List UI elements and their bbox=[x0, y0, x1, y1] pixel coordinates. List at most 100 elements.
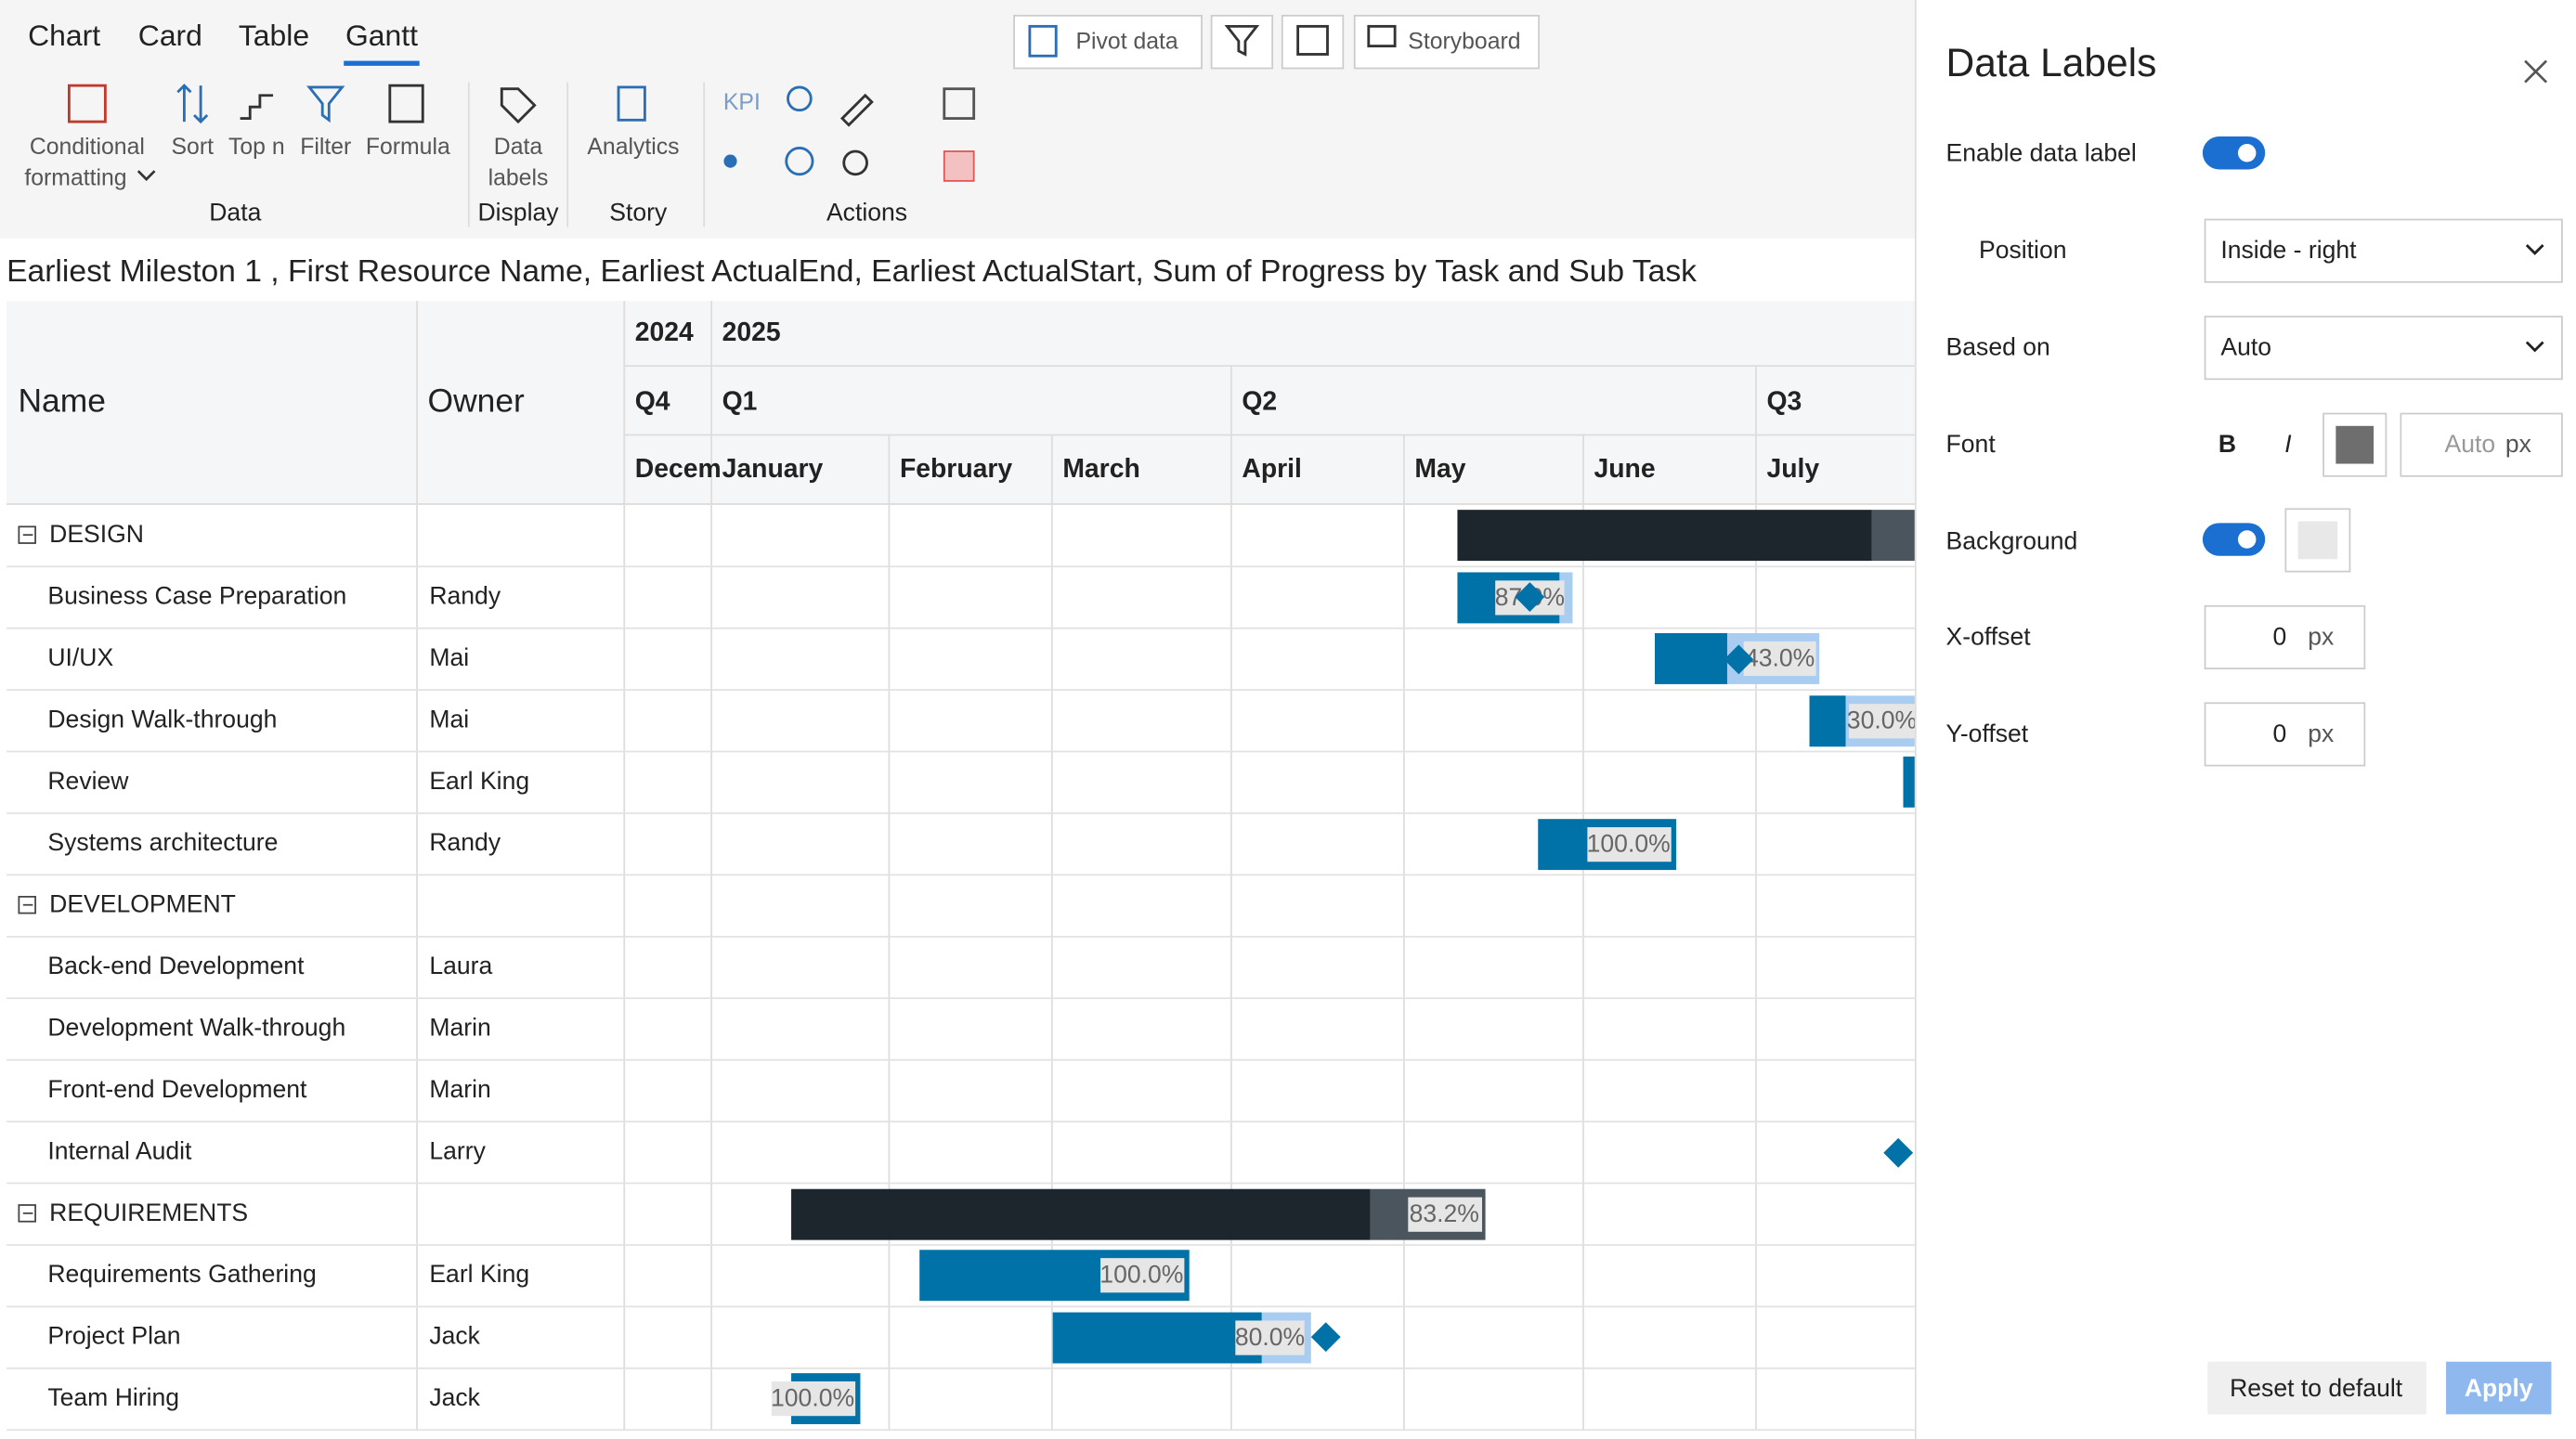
ribbon-item[interactable]: labels bbox=[488, 166, 549, 191]
icon[interactable] bbox=[842, 149, 868, 176]
icon bbox=[1296, 24, 1329, 56]
owner: Earl King bbox=[429, 767, 529, 795]
toolbar: Pivot data Storyboard bbox=[1013, 14, 1541, 70]
month-label: February bbox=[900, 454, 1012, 484]
ribbon-item[interactable]: Data bbox=[494, 135, 543, 160]
ribbon-item[interactable]: Filter bbox=[300, 135, 351, 160]
month-label: March bbox=[1062, 454, 1139, 484]
storyboard-button[interactable] bbox=[1353, 14, 1541, 70]
dropdown[interactable] bbox=[2204, 218, 2563, 283]
task-name: DESIGN bbox=[49, 520, 144, 548]
field-label: Font bbox=[1946, 430, 1997, 458]
ribbon-item[interactable]: formatting bbox=[24, 166, 126, 191]
number-input[interactable] bbox=[2204, 702, 2366, 767]
ribbon-item[interactable]: Formula bbox=[366, 135, 450, 160]
bold-button[interactable]: B bbox=[2218, 430, 2236, 458]
icon[interactable] bbox=[785, 147, 814, 176]
task-name: Back-end Development bbox=[47, 952, 305, 979]
group-label: Story bbox=[609, 198, 668, 226]
color-picker[interactable] bbox=[2284, 508, 2351, 573]
chart-title: Earliest Mileston 1 , First Resource Nam… bbox=[7, 254, 1697, 289]
icon[interactable] bbox=[787, 85, 813, 112]
close-button[interactable] bbox=[2524, 59, 2548, 84]
owner: Randy bbox=[429, 828, 501, 856]
year-label: 2025 bbox=[722, 318, 781, 347]
task-name: Team Hiring bbox=[47, 1383, 179, 1411]
task-name: Systems architecture bbox=[47, 828, 278, 856]
owner: Marin bbox=[429, 1075, 490, 1103]
gantt: Name Owner 2024 2025 Q4 Q1 Q2 Q3 Decem January Feb… bbox=[7, 301, 1915, 1432]
ribbon-item[interactable]: Top n bbox=[228, 135, 285, 160]
filter-button[interactable] bbox=[1210, 14, 1274, 70]
button-label: Pivot data bbox=[1075, 30, 1177, 55]
kpi-icon[interactable]: KPI bbox=[723, 90, 761, 115]
icon[interactable] bbox=[943, 150, 975, 182]
icon[interactable] bbox=[839, 93, 874, 127]
owner: Marin bbox=[429, 1013, 490, 1041]
month-label: May bbox=[1414, 454, 1465, 484]
field-label: Based on bbox=[1946, 333, 2050, 361]
task-name: DEVELOPMENT bbox=[49, 890, 236, 918]
italic-button[interactable]: I bbox=[2284, 430, 2292, 458]
icon bbox=[1367, 24, 1397, 48]
collapse-icon bbox=[18, 1204, 36, 1223]
year-label: 2024 bbox=[635, 318, 694, 347]
dropdown[interactable] bbox=[2204, 316, 2563, 381]
apply-button[interactable] bbox=[2446, 1361, 2552, 1415]
tab[interactable]: Table bbox=[239, 19, 309, 52]
toggle-knob bbox=[2237, 530, 2257, 549]
task-progress bbox=[1052, 1312, 1262, 1364]
progress-label: 83.2% bbox=[1410, 1199, 1479, 1227]
label-bg bbox=[1408, 1197, 1483, 1232]
task-name: Front-end Development bbox=[47, 1075, 307, 1103]
group-label: Actions bbox=[826, 198, 907, 226]
task-name: UI/UX bbox=[47, 643, 113, 671]
progress-label: 80.0% bbox=[1235, 1323, 1305, 1351]
ribbon-item[interactable]: Sort bbox=[172, 135, 215, 160]
task-name: Development Walk-through bbox=[47, 1013, 345, 1041]
unit: px bbox=[2308, 720, 2334, 747]
ribbon: Conditional formatting Sort Top n Filter… bbox=[24, 82, 976, 227]
ribbon-item[interactable]: Analytics bbox=[587, 135, 679, 160]
quarter-label: Q4 bbox=[635, 386, 670, 416]
font-size-input[interactable] bbox=[2400, 412, 2563, 477]
tab[interactable]: Gantt bbox=[345, 19, 418, 52]
owner: Earl King bbox=[429, 1260, 529, 1288]
task-name: Review bbox=[47, 767, 129, 795]
icon[interactable] bbox=[723, 154, 737, 168]
owner: Jack bbox=[429, 1322, 480, 1350]
quarter-label: Q3 bbox=[1766, 386, 1802, 416]
label-bg bbox=[1743, 641, 1816, 677]
task-bar bbox=[1903, 756, 1915, 808]
table-button[interactable] bbox=[1281, 14, 1345, 70]
task-name: Business Case Preparation bbox=[47, 581, 346, 609]
column-header: Name bbox=[18, 382, 105, 419]
color-swatch bbox=[2335, 425, 2374, 464]
number-input[interactable] bbox=[2204, 604, 2366, 669]
progress-label: 100.0% bbox=[771, 1383, 854, 1411]
progress-label: 30.0% bbox=[1847, 707, 1917, 734]
group-label: Display bbox=[477, 198, 559, 226]
tab[interactable]: Card bbox=[138, 19, 202, 52]
task-name: Design Walk-through bbox=[47, 705, 277, 732]
pivot-button[interactable] bbox=[1013, 14, 1203, 70]
tab[interactable]: Chart bbox=[28, 19, 100, 52]
gantt-bars: 87.0% 43.0% 30.0% 100.0% 83.2% 100.0% 80… bbox=[771, 510, 1917, 1425]
toggle-knob bbox=[2237, 144, 2257, 162]
task-name: Project Plan bbox=[47, 1322, 180, 1350]
icon[interactable] bbox=[943, 87, 976, 120]
chevron bbox=[2525, 341, 2544, 353]
field-label: X-offset bbox=[1946, 622, 2032, 650]
owner: Mai bbox=[429, 643, 469, 671]
reset-button[interactable] bbox=[2207, 1361, 2426, 1415]
field-label: Enable data label bbox=[1946, 139, 2137, 167]
button-label: Reset to default bbox=[2230, 1374, 2403, 1402]
ribbon-item[interactable]: Conditional bbox=[30, 135, 145, 160]
icon bbox=[1224, 24, 1260, 57]
month-label: January bbox=[722, 454, 824, 484]
label-bg bbox=[1849, 704, 1915, 739]
icon bbox=[240, 94, 274, 120]
collapse-icon bbox=[18, 525, 36, 544]
chevron bbox=[137, 170, 156, 181]
input-value: Auto bbox=[2445, 430, 2496, 458]
